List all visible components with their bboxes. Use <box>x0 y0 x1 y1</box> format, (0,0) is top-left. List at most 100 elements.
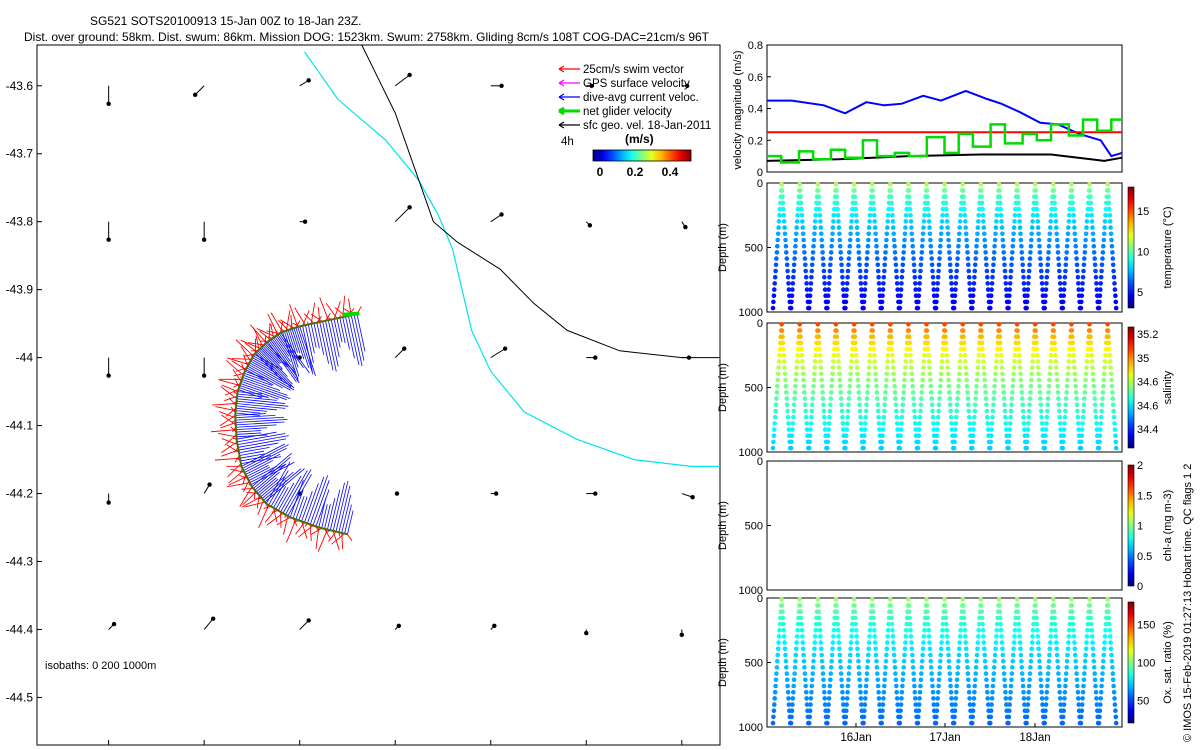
section-data-point <box>1010 652 1016 658</box>
section-data-point <box>1092 402 1098 408</box>
section-data-point <box>838 390 843 395</box>
section-data-point <box>780 194 785 199</box>
section-data-point <box>891 225 896 230</box>
section-data-point <box>797 182 802 187</box>
section-data-point <box>964 652 969 658</box>
section-data-point <box>1089 359 1095 364</box>
section-data-point <box>1066 634 1072 639</box>
section-data-point <box>871 621 877 627</box>
section-data-point <box>980 206 985 212</box>
section-data-point <box>976 213 981 218</box>
section-data-point <box>771 299 776 305</box>
dive-avg-current-vector <box>332 482 345 532</box>
swim-vector <box>232 369 242 382</box>
section-data-point <box>1103 628 1108 633</box>
section-data-point <box>820 671 826 676</box>
section-data-point <box>1091 243 1097 249</box>
section-data-point <box>827 689 832 695</box>
section-data-point <box>970 433 976 439</box>
section-data-point <box>925 615 931 621</box>
section-data-point <box>843 439 849 445</box>
dive-avg-current-vector <box>237 395 277 401</box>
section-data-point <box>929 677 935 683</box>
section-data-point <box>891 640 896 645</box>
section-data-point <box>980 353 986 358</box>
section-data-point <box>807 299 812 305</box>
section-data-point <box>1062 421 1067 426</box>
section-data-point <box>956 243 961 249</box>
dive-avg-current-vector <box>339 317 346 344</box>
section-data-point <box>781 634 787 639</box>
section-data-point <box>875 268 881 274</box>
section-data-point <box>947 250 952 255</box>
dive-avg-current-vector <box>235 424 277 428</box>
section-data-point <box>934 293 940 299</box>
section-data-point <box>944 621 949 627</box>
section-data-point <box>892 665 898 670</box>
dive-avg-current-vector <box>253 456 291 489</box>
section-data-point <box>1002 268 1008 274</box>
section-data-point <box>809 268 815 274</box>
dive-avg-current-vector <box>263 344 282 364</box>
section-data-point <box>946 383 952 389</box>
dive-avg-current-vector <box>277 482 295 511</box>
section-data-point <box>846 671 852 676</box>
section-data-point <box>972 262 978 268</box>
section-data-point <box>1035 353 1040 358</box>
section-data-point <box>844 433 849 439</box>
section-data-point <box>775 237 780 243</box>
section-data-point <box>1051 328 1056 333</box>
section-data-point <box>880 708 885 713</box>
section-data-point <box>1021 274 1026 280</box>
section-data-point <box>779 182 784 187</box>
section-data-point <box>944 628 950 633</box>
section-data-point <box>1099 268 1104 274</box>
section-data-point <box>784 677 790 683</box>
section-colorbar-tick: 150 <box>1137 620 1155 632</box>
section-data-point <box>831 353 837 358</box>
section-data-point <box>997 340 1003 346</box>
section-data-point <box>809 262 815 268</box>
section-data-point <box>875 396 880 401</box>
dive-avg-current-vector <box>236 427 268 431</box>
section-data-point <box>906 194 912 199</box>
section-data-point <box>1003 281 1009 286</box>
section-data-point <box>777 628 782 633</box>
sfc-geo-arrow-head <box>587 223 593 228</box>
section-data-point <box>973 396 978 401</box>
section-data-point <box>819 658 825 664</box>
section-data-point <box>924 188 930 193</box>
section-data-point <box>1038 262 1044 268</box>
section-data-point <box>811 243 816 249</box>
section-data-point <box>870 609 876 614</box>
section-data-point <box>1074 256 1079 261</box>
section-data-point <box>1006 305 1011 311</box>
section-data-point <box>951 305 957 311</box>
dive-avg-current-vector <box>329 489 341 531</box>
section-data-point <box>1012 219 1017 224</box>
copyright-note: © IMOS 15-Feb-2019 01:27:13 Hobart time.… <box>1182 464 1194 742</box>
swim-vector <box>238 474 248 480</box>
section-data-point <box>956 383 961 389</box>
section-data-point <box>1060 305 1066 311</box>
section-data-point <box>839 408 845 414</box>
section-data-point <box>937 256 942 261</box>
sfc-geo-arrow-head <box>584 630 589 636</box>
section-data-point <box>810 256 815 261</box>
section-data-point <box>793 658 798 664</box>
section-data-point <box>1054 640 1059 645</box>
section-data-point <box>849 353 855 358</box>
section-data-point <box>909 225 914 230</box>
section-data-point <box>974 658 979 664</box>
section-data-point <box>1053 359 1059 364</box>
section-data-point <box>1102 634 1108 639</box>
section-data-point <box>852 334 858 340</box>
sfc-geo-arrow <box>108 621 117 630</box>
section-data-point <box>964 243 970 249</box>
section-data-point <box>1087 182 1092 187</box>
section-data-point <box>947 402 953 408</box>
dive-avg-current-vector <box>289 329 298 353</box>
section-data-point <box>929 396 934 401</box>
section-data-point <box>1105 182 1110 187</box>
section-data-point <box>1020 262 1025 268</box>
